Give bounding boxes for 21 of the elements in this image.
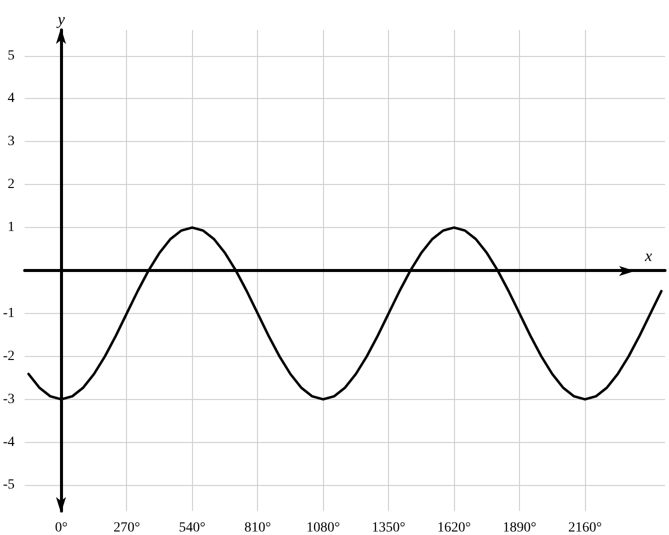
y-tick-label: 3 bbox=[8, 134, 15, 150]
y-tick-label: -4 bbox=[2, 434, 15, 450]
x-tick-label: 540° bbox=[178, 520, 206, 535]
y-axis-title: y bbox=[56, 12, 66, 28]
x-tick-label: 1080° bbox=[306, 520, 340, 535]
y-tick-label: 5 bbox=[8, 48, 15, 64]
x-tick-label: 0° bbox=[54, 520, 68, 535]
x-tick-label: 1350° bbox=[372, 520, 406, 535]
y-tick-label: 1 bbox=[8, 220, 15, 236]
y-tick-label: -1 bbox=[2, 306, 15, 321]
y-tick-label: -3 bbox=[2, 392, 15, 407]
x-axis-title: x bbox=[644, 248, 652, 265]
y-tick-label: -5 bbox=[2, 478, 15, 493]
x-tick-label: 810° bbox=[244, 520, 271, 535]
x-tick-label: 1890° bbox=[502, 520, 536, 535]
y-tick-label: -2 bbox=[2, 348, 15, 364]
x-tick-label: 1620° bbox=[437, 520, 471, 535]
y-tick-label: 4 bbox=[8, 91, 15, 106]
x-tick-label: 270° bbox=[113, 520, 140, 535]
y-tick-label: 2 bbox=[8, 177, 15, 192]
x-tick-label: 2160° bbox=[568, 520, 602, 535]
